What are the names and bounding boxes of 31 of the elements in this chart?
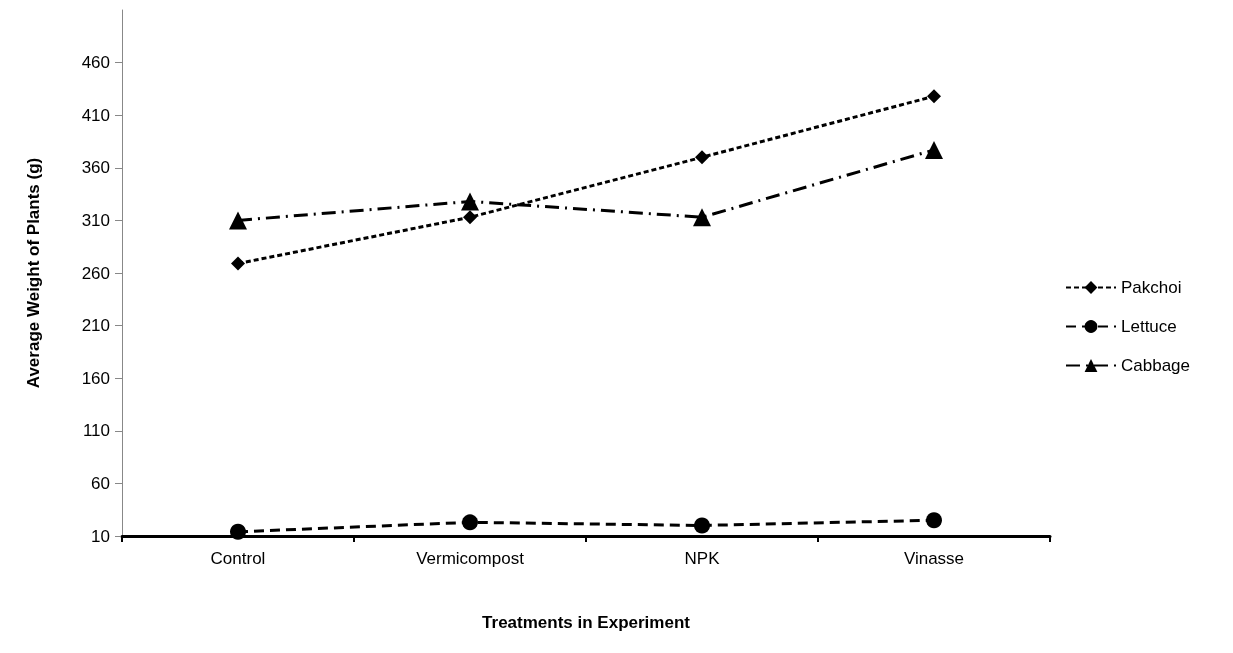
legend-label: Lettuce: [1121, 317, 1177, 336]
x-tick-label: NPK: [684, 549, 721, 568]
y-tick-label: 460: [81, 53, 110, 73]
point: [463, 210, 477, 225]
legend-label: Cabbage: [1121, 356, 1191, 375]
x-axis-title: Treatments in Experiment: [482, 613, 691, 632]
point: [695, 150, 709, 165]
point: [462, 514, 478, 531]
y-axis-title: Average Weight of Plants (g): [24, 157, 43, 389]
y-tick-label: 60: [91, 473, 110, 493]
y-tick-label: 360: [81, 158, 110, 178]
point: [694, 517, 710, 534]
x-tick-label: Vinasse: [903, 549, 965, 568]
y-tick-label: 260: [81, 263, 110, 283]
y-tick-label: 110: [82, 421, 110, 441]
point: [461, 192, 479, 211]
x-tick-label: Control: [210, 549, 266, 568]
point: [927, 89, 941, 104]
y-tick-label: 310: [81, 210, 110, 230]
point: [926, 512, 942, 529]
legend-label: Pakchoi: [1121, 278, 1182, 297]
point: [231, 256, 245, 271]
point: [693, 208, 711, 227]
point: [925, 140, 943, 159]
point: [230, 523, 246, 540]
point: [229, 211, 247, 230]
y-tick-label: 160: [81, 368, 110, 388]
x-tick-label: Vermicompost: [416, 549, 525, 568]
y-tick-label: 410: [81, 105, 110, 125]
y-tick-label: 210: [81, 316, 110, 336]
y-tick-label: 10: [91, 526, 110, 546]
